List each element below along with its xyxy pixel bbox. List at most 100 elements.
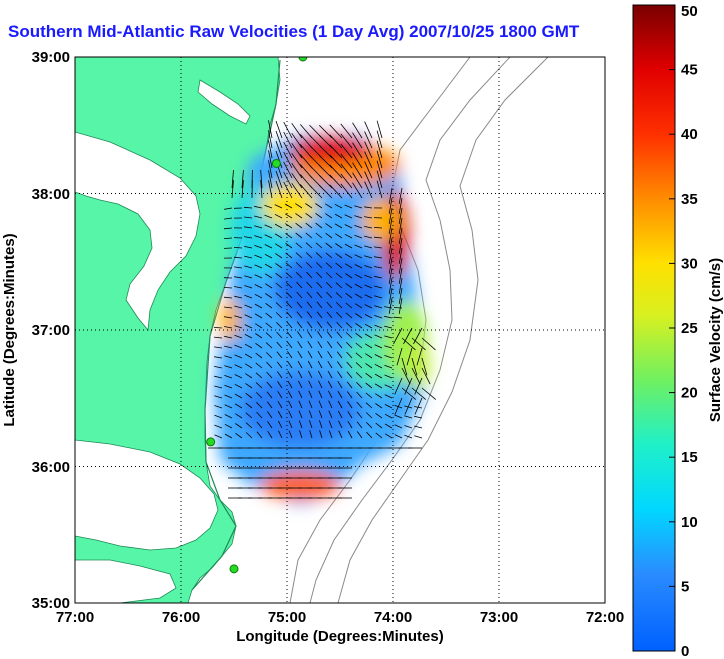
velocity-arrow (337, 410, 343, 419)
velocity-arrow (213, 327, 223, 329)
velocity-arrow (224, 375, 233, 379)
velocity-arrow (346, 342, 353, 349)
velocity-arrow (393, 307, 403, 309)
velocity-arrow (244, 216, 253, 219)
velocity-arrow (364, 206, 373, 209)
x-tick-label: 76:00 (162, 609, 200, 626)
velocity-arrow (364, 151, 373, 169)
velocity-arrow (245, 402, 253, 409)
velocity-arrow (384, 394, 393, 399)
velocity-arrow (355, 322, 363, 329)
velocity-arrow (347, 430, 353, 439)
velocity-arrow (364, 161, 373, 179)
velocity-arrow (285, 262, 293, 269)
velocity-arrow (299, 184, 313, 199)
velocity-arrow (355, 332, 363, 339)
velocity-arrow (373, 236, 383, 239)
velocity-arrow (278, 430, 283, 439)
velocity-arrow (307, 360, 313, 369)
velocity-arrow (411, 387, 427, 400)
velocity-arrow (299, 430, 303, 439)
velocity-arrow (375, 412, 383, 419)
velocity-arrow (316, 281, 323, 289)
velocity-arrow (394, 404, 403, 409)
velocity-arrow (308, 390, 313, 399)
velocity-arrow (328, 420, 333, 429)
velocity-arrow (254, 254, 263, 259)
velocity-arrow (284, 213, 293, 219)
velocity-arrow (241, 180, 244, 199)
y-axis-label: Latitude (Degrees:Minutes) (1, 233, 18, 426)
velocity-arrow (224, 345, 233, 349)
velocity-arrow (344, 224, 353, 229)
velocity-arrow (336, 311, 343, 319)
velocity-arrow (340, 133, 353, 149)
velocity-arrow (298, 400, 303, 409)
velocity-arrow (347, 401, 353, 409)
velocity-arrow (316, 311, 323, 319)
velocity-arrow (325, 252, 333, 259)
velocity-arrow (398, 217, 403, 234)
velocity-arrow (328, 410, 333, 419)
velocity-arrow (295, 242, 303, 249)
velocity-arrow (398, 277, 403, 294)
velocity-arrow (346, 351, 353, 359)
velocity-arrow (401, 357, 408, 376)
velocity-arrow (244, 246, 253, 249)
velocity-arrow (264, 263, 273, 269)
velocity-arrow (346, 391, 353, 399)
velocity-arrow (296, 301, 303, 309)
velocity-arrow (244, 226, 253, 229)
velocity-arrow (355, 352, 363, 359)
velocity-arrow (254, 274, 263, 279)
y-tick-labels: 39:00 38:00 37:00 36:00 35:00 (32, 49, 70, 612)
velocity-arrow (267, 421, 273, 429)
velocity-arrow (265, 342, 273, 349)
colorbar-tick-label: 30 (681, 255, 698, 272)
velocity-arrow (291, 122, 303, 139)
velocity-arrow (295, 222, 303, 229)
velocity-arrow (421, 387, 437, 400)
velocity-arrow (365, 353, 373, 359)
velocity-arrow (234, 266, 243, 269)
velocity-arrow (305, 252, 313, 259)
velocity-arrow (276, 361, 283, 369)
velocity-arrow (374, 334, 383, 339)
velocity-arrow (316, 262, 323, 269)
x-tick-label: 73:00 (480, 609, 518, 626)
velocity-arrow (255, 372, 263, 379)
velocity-arrow (254, 205, 263, 209)
velocity-arrow (233, 247, 243, 249)
velocity-arrow (404, 425, 413, 429)
colorbar-tick-label: 0 (681, 643, 689, 659)
velocity-arrow (296, 291, 303, 299)
velocity-arrow (336, 361, 343, 369)
velocity-arrow (374, 256, 383, 259)
velocity-arrow (328, 400, 333, 409)
velocity-arrow (275, 263, 283, 269)
velocity-arrow (214, 346, 223, 349)
velocity-arrow (275, 312, 283, 319)
velocity-arrow (288, 420, 293, 429)
velocity-arrow (276, 341, 283, 349)
velocity-arrow (297, 350, 303, 359)
velocity-arrow (375, 393, 383, 399)
velocity-arrow (287, 370, 293, 379)
velocity-arrow (398, 287, 403, 304)
velocity-arrow (276, 351, 283, 359)
velocity-arrow (308, 410, 313, 419)
velocity-arrow (224, 394, 233, 399)
velocity-arrow (376, 150, 383, 169)
velocity-arrow (334, 203, 343, 209)
velocity-arrow (256, 421, 263, 429)
velocity-arrow (335, 262, 343, 269)
colorbar-tick-label: 35 (681, 191, 698, 208)
velocity-arrow (354, 244, 363, 249)
velocity-arrow (264, 204, 273, 209)
velocity-arrow (268, 170, 273, 189)
radar-station-marker (229, 564, 239, 574)
velocity-arrow (319, 430, 323, 439)
velocity-arrow (234, 315, 243, 319)
velocity-arrow (295, 203, 303, 209)
